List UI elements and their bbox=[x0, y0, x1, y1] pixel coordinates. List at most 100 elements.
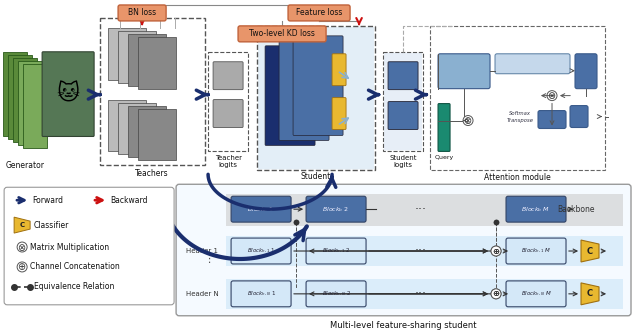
FancyBboxPatch shape bbox=[258, 27, 374, 169]
Bar bbox=[13, 58, 37, 142]
Text: $Block_b\ 1$: $Block_b\ 1$ bbox=[248, 205, 275, 213]
Text: Forward: Forward bbox=[32, 196, 63, 205]
Bar bbox=[138, 109, 176, 160]
Text: Backward: Backward bbox=[110, 196, 148, 205]
Bar bbox=[8, 55, 32, 139]
Circle shape bbox=[491, 289, 501, 299]
Bar bbox=[100, 18, 205, 165]
Polygon shape bbox=[581, 240, 599, 262]
Circle shape bbox=[491, 246, 501, 256]
Text: C: C bbox=[20, 222, 25, 228]
Text: Attention module: Attention module bbox=[484, 173, 550, 182]
Text: $Block_{h,1}\ 1$: $Block_{h,1}\ 1$ bbox=[247, 247, 275, 255]
FancyBboxPatch shape bbox=[306, 196, 366, 222]
Text: ⋮: ⋮ bbox=[202, 255, 214, 265]
FancyBboxPatch shape bbox=[384, 53, 422, 150]
Text: Classifier: Classifier bbox=[34, 221, 70, 230]
Bar bbox=[108, 100, 146, 151]
Bar bbox=[138, 37, 176, 89]
FancyBboxPatch shape bbox=[42, 52, 94, 136]
Text: Features: Features bbox=[449, 68, 479, 74]
Text: $Block_{h,N}\ 2$: $Block_{h,N}\ 2$ bbox=[321, 290, 351, 298]
FancyBboxPatch shape bbox=[388, 62, 418, 90]
Bar bbox=[3, 52, 27, 136]
Bar bbox=[383, 52, 423, 151]
FancyBboxPatch shape bbox=[118, 5, 166, 21]
Text: Feature loss: Feature loss bbox=[296, 8, 342, 18]
FancyBboxPatch shape bbox=[438, 104, 450, 151]
Text: Matrix Multiplication: Matrix Multiplication bbox=[30, 243, 109, 252]
FancyBboxPatch shape bbox=[332, 98, 346, 129]
Text: Teacher: Teacher bbox=[214, 155, 241, 161]
FancyBboxPatch shape bbox=[4, 187, 174, 305]
Text: $\oplus$: $\oplus$ bbox=[17, 262, 27, 273]
FancyBboxPatch shape bbox=[506, 196, 566, 222]
Bar bbox=[257, 26, 375, 170]
FancyBboxPatch shape bbox=[231, 238, 291, 264]
FancyBboxPatch shape bbox=[279, 41, 329, 140]
Text: logits: logits bbox=[219, 162, 237, 168]
Bar bbox=[430, 26, 605, 170]
FancyBboxPatch shape bbox=[213, 62, 243, 90]
Text: $\oplus$: $\oplus$ bbox=[492, 247, 500, 256]
Polygon shape bbox=[14, 217, 30, 233]
Text: Channel Concatenation: Channel Concatenation bbox=[30, 263, 120, 272]
FancyBboxPatch shape bbox=[231, 281, 291, 307]
Text: Teachers: Teachers bbox=[135, 169, 169, 178]
Circle shape bbox=[17, 262, 27, 272]
Text: $\oplus$: $\oplus$ bbox=[492, 290, 500, 298]
Bar bbox=[23, 64, 47, 148]
Text: Header 1: Header 1 bbox=[186, 248, 218, 254]
Text: Multi-level feature-sharing student: Multi-level feature-sharing student bbox=[330, 321, 477, 330]
FancyBboxPatch shape bbox=[438, 54, 490, 89]
FancyBboxPatch shape bbox=[306, 281, 366, 307]
Text: BN loss: BN loss bbox=[128, 8, 156, 18]
Text: $\oplus$: $\oplus$ bbox=[492, 290, 500, 298]
FancyBboxPatch shape bbox=[506, 281, 566, 307]
FancyBboxPatch shape bbox=[388, 102, 418, 129]
Bar bbox=[226, 279, 623, 309]
Text: $\otimes$: $\otimes$ bbox=[17, 241, 27, 253]
FancyBboxPatch shape bbox=[231, 196, 291, 222]
Text: Transpose: Transpose bbox=[506, 118, 534, 123]
Text: Header N: Header N bbox=[186, 291, 219, 297]
Bar bbox=[118, 31, 156, 83]
Text: C: C bbox=[587, 290, 593, 298]
FancyBboxPatch shape bbox=[213, 100, 243, 127]
Text: ···: ··· bbox=[415, 244, 427, 258]
Bar bbox=[128, 106, 166, 157]
Text: Query: Query bbox=[435, 155, 454, 160]
Circle shape bbox=[491, 246, 501, 256]
Circle shape bbox=[547, 91, 557, 101]
Text: $Block_b\ M$: $Block_b\ M$ bbox=[522, 205, 550, 213]
Bar bbox=[226, 236, 623, 266]
Text: logits: logits bbox=[394, 162, 413, 168]
Text: C: C bbox=[587, 247, 593, 256]
FancyBboxPatch shape bbox=[238, 26, 326, 42]
FancyBboxPatch shape bbox=[306, 238, 366, 264]
Text: Student: Student bbox=[301, 172, 331, 181]
Text: $Block_b\ 2$: $Block_b\ 2$ bbox=[323, 205, 349, 213]
FancyBboxPatch shape bbox=[570, 106, 588, 127]
Bar bbox=[208, 52, 248, 151]
Text: $\otimes$: $\otimes$ bbox=[547, 90, 557, 101]
Text: Equivalence Relation: Equivalence Relation bbox=[34, 283, 115, 291]
Text: Weight: Weight bbox=[541, 117, 563, 122]
FancyBboxPatch shape bbox=[538, 111, 566, 128]
FancyBboxPatch shape bbox=[506, 238, 566, 264]
Text: 🐱: 🐱 bbox=[56, 83, 80, 104]
FancyBboxPatch shape bbox=[265, 46, 315, 145]
FancyBboxPatch shape bbox=[575, 54, 597, 89]
Text: Logits: Logits bbox=[577, 68, 595, 73]
FancyBboxPatch shape bbox=[288, 5, 350, 21]
FancyBboxPatch shape bbox=[293, 36, 343, 135]
Text: Student: Student bbox=[389, 155, 417, 161]
Text: $Block_{h,N}\ M$: $Block_{h,N}\ M$ bbox=[521, 290, 552, 298]
Polygon shape bbox=[226, 194, 623, 226]
Text: Softmax: Softmax bbox=[509, 111, 531, 116]
Bar bbox=[108, 28, 146, 80]
Text: $Block_{h,1}\ M$: $Block_{h,1}\ M$ bbox=[521, 247, 551, 255]
Text: Backbone: Backbone bbox=[557, 205, 595, 214]
Text: Classifiers: Classifiers bbox=[516, 61, 548, 66]
Text: ···: ··· bbox=[415, 287, 427, 300]
